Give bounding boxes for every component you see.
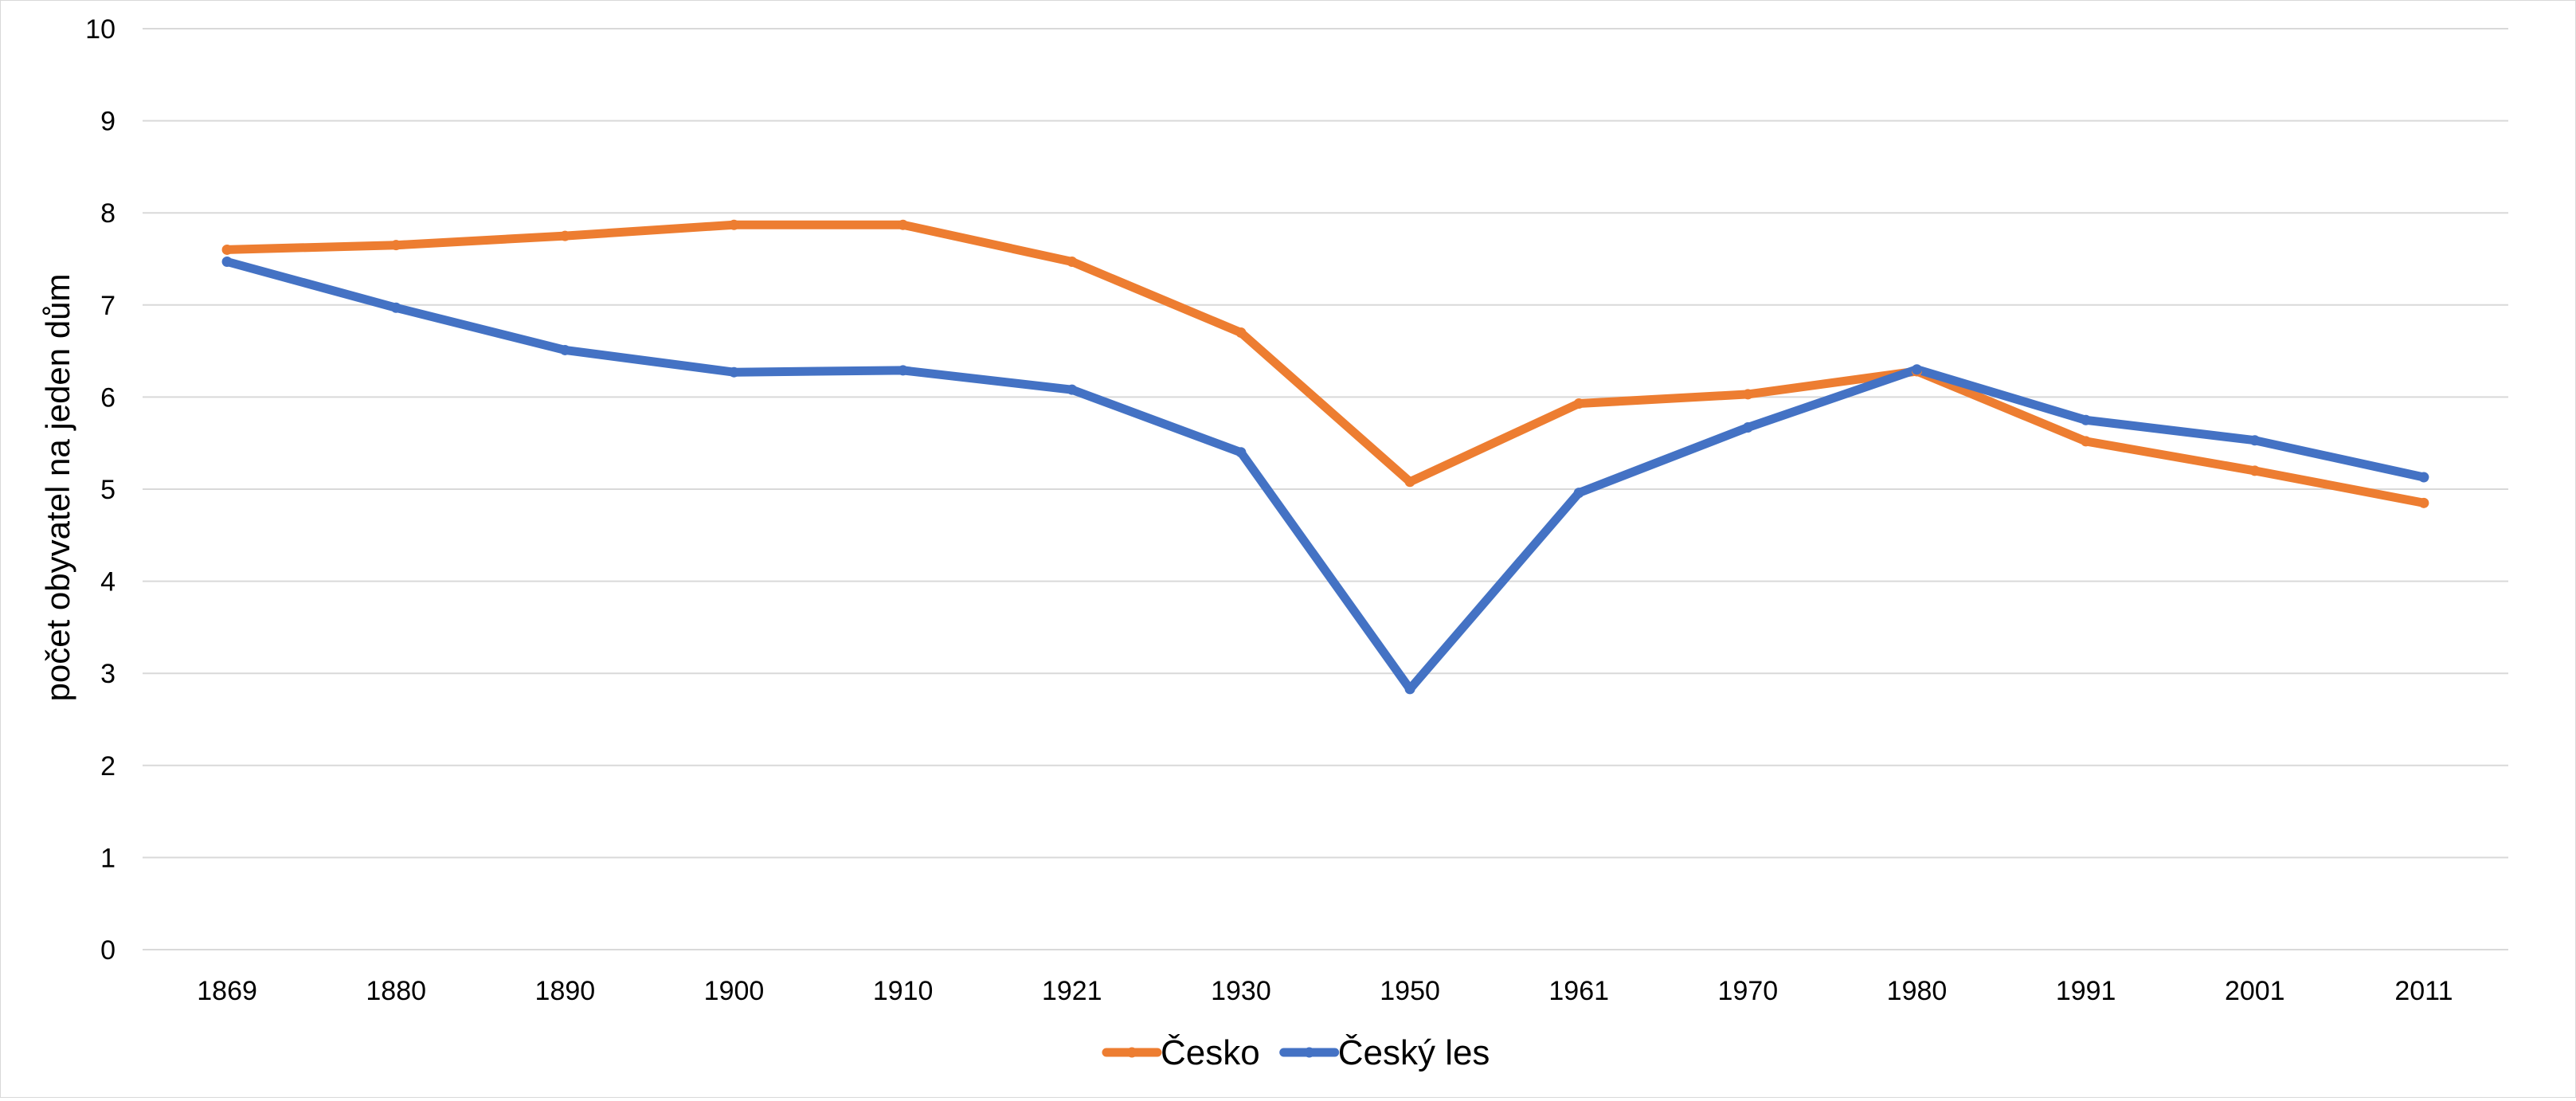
y-tick-label: 8 xyxy=(100,198,115,229)
y-tick-label: 7 xyxy=(100,291,115,321)
legend-item-1: Český les xyxy=(1279,1032,1490,1072)
legend-label: Český les xyxy=(1338,1032,1490,1072)
data-point xyxy=(2418,472,2429,483)
data-point xyxy=(2081,414,2092,425)
y-tick-label: 4 xyxy=(100,567,115,598)
series-markers xyxy=(221,219,2429,695)
x-tick-label: 1890 xyxy=(535,976,596,1006)
x-tick-label: 1950 xyxy=(1380,976,1440,1006)
x-tick-label: 1991 xyxy=(2056,976,2116,1006)
x-tick-label: 1869 xyxy=(197,976,257,1006)
x-tick-label: 2001 xyxy=(2225,976,2285,1006)
y-tick-label: 0 xyxy=(100,935,115,966)
data-point xyxy=(898,219,909,230)
legend-item-0: Česko xyxy=(1102,1032,1260,1072)
x-tick-label: 1900 xyxy=(704,976,765,1006)
y-tick-label: 5 xyxy=(100,475,115,505)
gridlines xyxy=(143,28,2508,950)
y-axis-ticks: 0 1 2 3 4 5 6 7 8 9 10 xyxy=(85,14,115,966)
data-point xyxy=(1404,476,1415,488)
x-tick-label: 1910 xyxy=(873,976,934,1006)
x-tick-label: 1880 xyxy=(366,976,426,1006)
series-lines xyxy=(222,220,2429,694)
y-tick-label: 9 xyxy=(100,107,115,137)
x-tick-label: 1930 xyxy=(1211,976,1271,1006)
data-point xyxy=(1235,327,1247,338)
data-point xyxy=(1573,398,1584,409)
data-point xyxy=(2249,435,2261,446)
data-point xyxy=(2081,436,2092,447)
x-axis-ticks: 1869 1880 1890 1900 1910 1921 1930 1950 1961 1970… xyxy=(197,976,2453,1006)
data-point xyxy=(1235,447,1247,458)
data-point xyxy=(559,344,570,355)
legend: Česko Český les xyxy=(1102,1032,1490,1072)
series-line-0 xyxy=(222,220,2429,507)
data-point xyxy=(1573,488,1584,499)
y-tick-label: 6 xyxy=(100,382,115,413)
data-point xyxy=(729,366,739,378)
x-tick-label: 1921 xyxy=(1042,976,1102,1006)
y-axis-title: počet obyvatel na jeden dům xyxy=(39,273,76,701)
x-tick-label: 1980 xyxy=(1887,976,1948,1006)
data-point xyxy=(729,219,739,230)
data-point xyxy=(221,244,233,255)
data-point xyxy=(559,230,570,241)
y-tick-label: 3 xyxy=(100,659,115,689)
x-tick-label: 1970 xyxy=(1718,976,1779,1006)
data-point xyxy=(2249,465,2261,476)
data-point xyxy=(2418,497,2429,508)
y-tick-label: 2 xyxy=(100,751,115,782)
data-point xyxy=(390,302,401,313)
data-point xyxy=(221,256,233,267)
data-point xyxy=(898,365,909,376)
data-point xyxy=(390,240,401,251)
legend-label: Česko xyxy=(1161,1032,1260,1072)
y-tick-label: 10 xyxy=(85,14,115,45)
data-point xyxy=(1067,256,1078,267)
data-point xyxy=(1067,384,1078,395)
data-point xyxy=(1912,364,1922,375)
series-line-1 xyxy=(222,257,2429,694)
data-point xyxy=(1404,684,1415,695)
data-point xyxy=(1742,422,1753,433)
x-tick-label: 1961 xyxy=(1548,976,1609,1006)
data-point xyxy=(1742,389,1753,400)
legend-swatch-marker xyxy=(1126,1047,1137,1058)
x-tick-label: 2011 xyxy=(2394,976,2453,1006)
y-tick-label: 1 xyxy=(100,843,115,873)
legend-swatch-marker xyxy=(1304,1047,1315,1058)
